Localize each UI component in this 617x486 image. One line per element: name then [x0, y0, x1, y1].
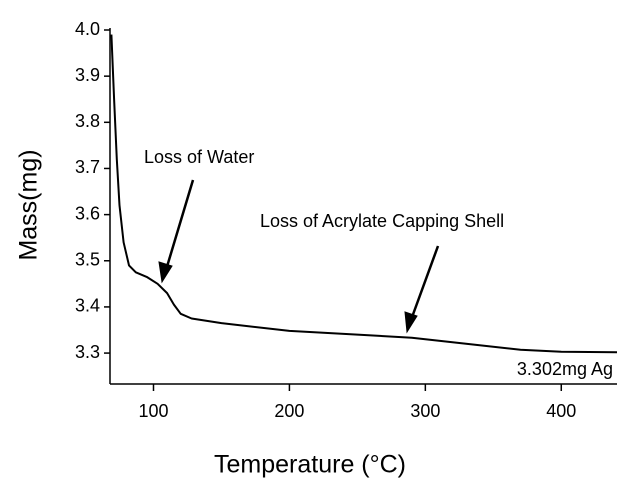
annotation: 3.302mg Ag	[517, 359, 613, 379]
y-tick-label: 4.0	[75, 19, 100, 39]
y-axis-label: Mass(mg)	[15, 149, 43, 260]
y-tick-label: 3.4	[75, 296, 100, 316]
y-tick-label: 3.7	[75, 157, 100, 177]
annotation: Loss of Water	[144, 147, 254, 167]
x-tick-label: 100	[138, 401, 168, 421]
y-tick-label: 3.8	[75, 111, 100, 131]
y-tick-label: 3.6	[75, 203, 100, 223]
y-tick-label: 3.5	[75, 250, 100, 270]
annotation: Loss of Acrylate Capping Shell	[260, 211, 504, 231]
x-axis-label: Temperature (°C)	[214, 451, 406, 479]
y-tick-label: 3.9	[75, 65, 100, 85]
x-tick-label: 200	[274, 401, 304, 421]
x-tick-label: 400	[546, 401, 576, 421]
data-line	[110, 34, 617, 354]
x-tick-label: 300	[410, 401, 440, 421]
arrow	[158, 179, 440, 334]
y-tick-label: 3.3	[75, 342, 100, 362]
